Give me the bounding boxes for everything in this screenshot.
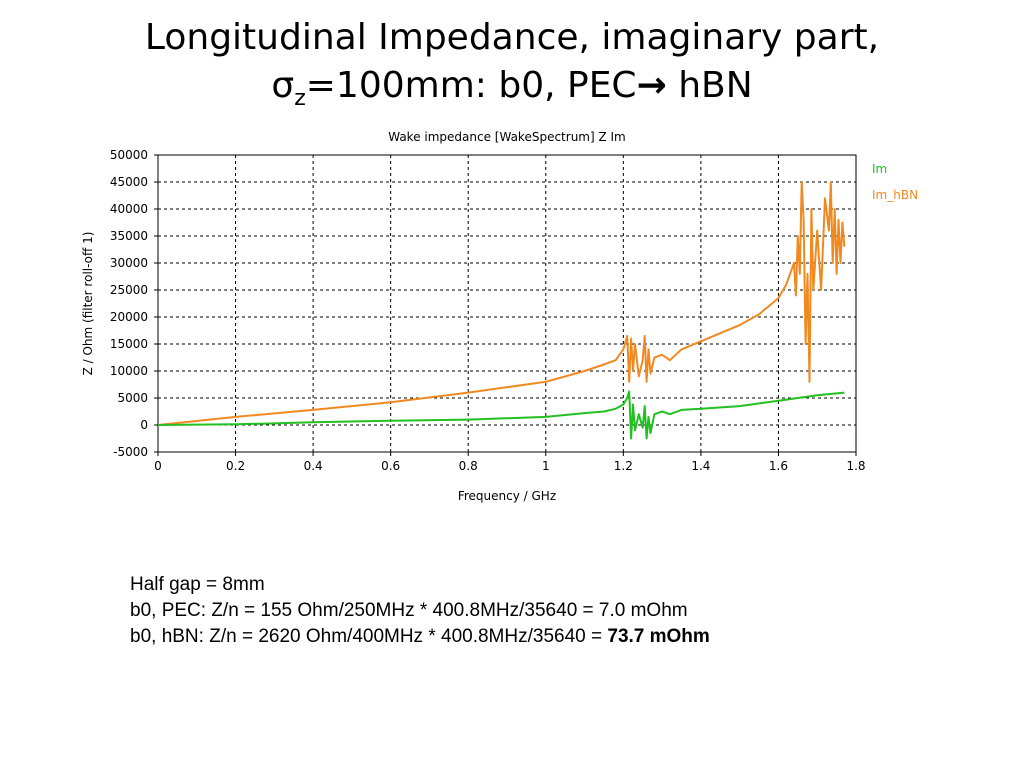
y-tick-label: 0: [140, 418, 148, 432]
x-axis-label: Frequency / GHz: [458, 489, 556, 503]
series-line-im: [158, 390, 845, 440]
title-end: hBN: [666, 65, 753, 106]
legend-entry-im-hbn: Im_hBN: [872, 188, 918, 202]
title-line-1: Longitudinal Impedance, imaginary part,: [144, 17, 880, 58]
title-line-2: σz=100mm: b0, PEC→ hBN: [0, 62, 1024, 115]
plot-area: [157, 154, 857, 453]
series-line-im-hbn: [158, 181, 846, 426]
note-hbn-result: 73.7 mOhm: [607, 626, 710, 647]
x-tick-label: 1: [542, 459, 550, 473]
x-tick-label: 1.6: [769, 459, 788, 473]
legend-entry-im: Im: [872, 162, 887, 176]
y-tick-label: 5000: [117, 391, 148, 405]
note-half-gap: Half gap = 8mm: [130, 574, 265, 595]
chart-title: Wake impedance [WakeSpectrum] Z Im: [388, 130, 626, 144]
y-axis-label: Z / Ohm (filter roll-off 1): [81, 232, 95, 376]
notes-block: Half gap = 8mm b0, PEC: Z/n = 155 Ohm/25…: [130, 572, 710, 650]
x-tick-label: 0.8: [459, 459, 478, 473]
slide-title: Longitudinal Impedance, imaginary part, …: [0, 14, 1024, 115]
x-tick-label: 1.4: [691, 459, 710, 473]
y-tick-label: 50000: [110, 148, 148, 162]
x-tick-label: 0: [154, 459, 162, 473]
y-tick-label: 20000: [110, 310, 148, 324]
y-tick-label: 45000: [110, 175, 148, 189]
note-pec: b0, PEC: Z/n = 155 Ohm/250MHz * 400.8MHz…: [130, 600, 688, 621]
title-sigma: σ: [271, 65, 295, 106]
x-tick-label: 0.4: [304, 459, 323, 473]
x-tick-label: 0.6: [381, 459, 400, 473]
x-tick-label: 1.8: [846, 459, 865, 473]
note-hbn-text: b0, hBN: Z/n = 2620 Ohm/400MHz * 400.8MH…: [130, 626, 608, 647]
wake-impedance-chart: Wake impedance [WakeSpectrum] Z Im 0 0.2 0.…: [81, 130, 918, 503]
y-tick-label: 40000: [110, 202, 148, 216]
y-tick-label: 25000: [110, 283, 148, 297]
y-tick-label: 15000: [110, 337, 148, 351]
title-subscript: z: [294, 86, 306, 111]
y-tick-label: 35000: [110, 229, 148, 243]
x-tick-label: 1.2: [614, 459, 633, 473]
title-rest: =100mm: b0, PEC: [305, 65, 637, 106]
right-arrow-icon: →: [636, 65, 667, 106]
y-tick-label: 10000: [110, 364, 148, 378]
x-tick-label: 0.2: [226, 459, 245, 473]
note-hbn: b0, hBN: Z/n = 2620 Ohm/400MHz * 400.8MH…: [130, 624, 710, 650]
y-tick-label: 30000: [110, 256, 148, 270]
y-tick-label: -5000: [113, 445, 148, 459]
